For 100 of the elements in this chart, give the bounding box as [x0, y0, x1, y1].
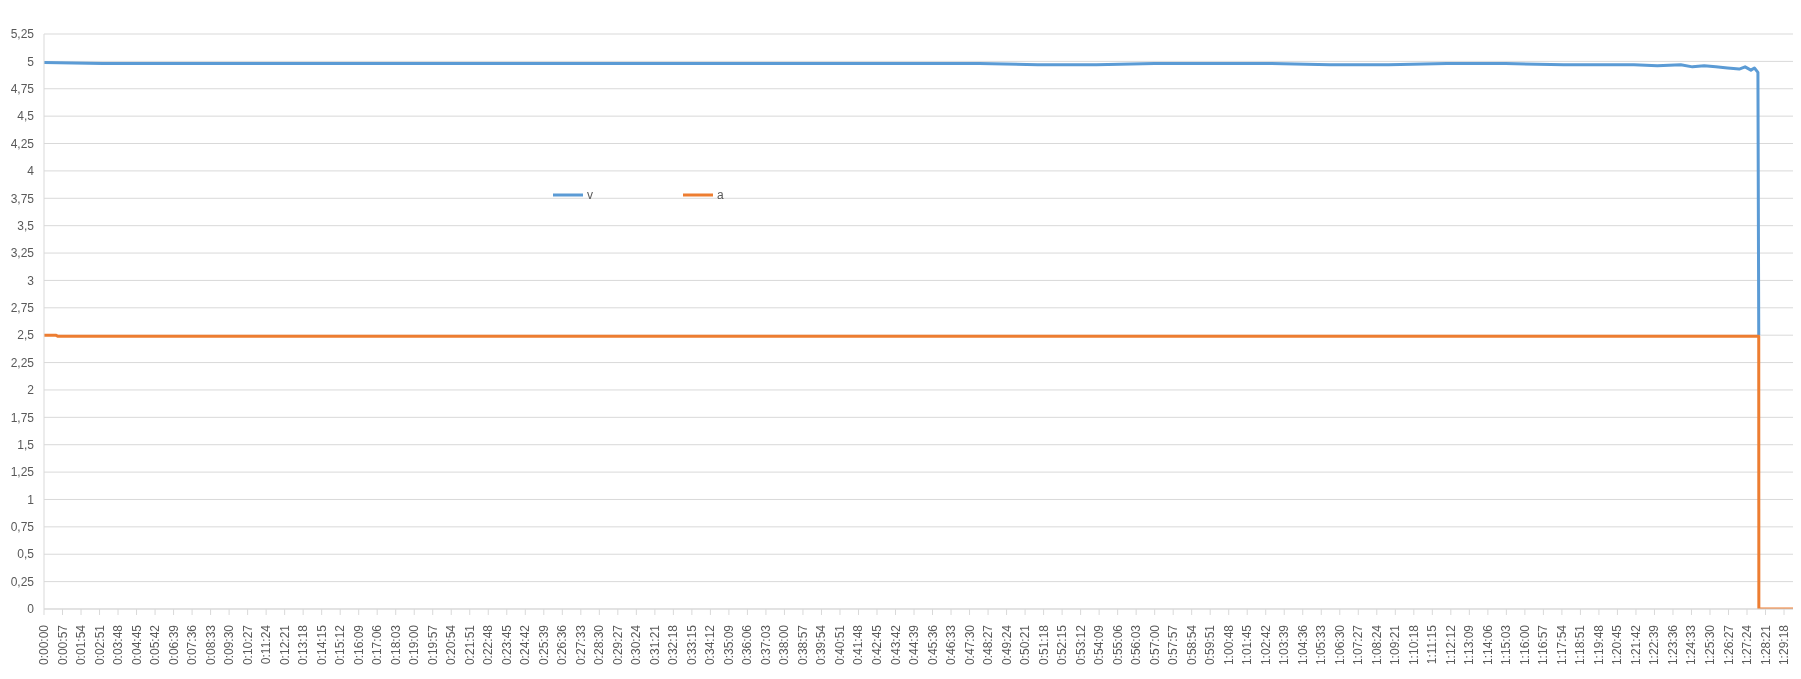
x-tick-label: 0:20:54 — [444, 624, 459, 666]
x-tick-label: 0:48:27 — [981, 624, 996, 666]
x-tick-label: 0:08:33 — [203, 624, 218, 666]
x-tick-label: 1:14:06 — [1480, 624, 1495, 666]
x-tick-label: 1:22:39 — [1647, 624, 1662, 666]
y-tick-label: 4 — [27, 164, 35, 179]
x-tick-label: 0:57:00 — [1147, 624, 1162, 666]
x-tick-label: 0:31:21 — [647, 624, 662, 666]
x-tick-label: 0:42:45 — [870, 624, 884, 666]
x-tick-label: 1:26:27 — [1721, 624, 1736, 666]
x-tick-label: 1:08:24 — [1369, 624, 1384, 666]
x-tick-label: 0:36:06 — [740, 624, 755, 666]
x-tick-label: 1:19:48 — [1591, 624, 1606, 666]
x-tick-label: 1:17:54 — [1554, 624, 1569, 666]
x-tick-label: 1:11:15 — [1425, 624, 1440, 665]
x-tick-label: 0:04:45 — [129, 624, 144, 666]
x-tick-label: 0:40:51 — [832, 624, 847, 666]
y-tick-label: 0 — [27, 602, 35, 617]
x-tick-label: 0:41:48 — [851, 624, 866, 666]
x-tick-label: 0:25:39 — [536, 624, 551, 666]
x-tick-label: 0:59:51 — [1203, 624, 1218, 666]
line-series — [44, 60, 1761, 337]
x-tick-label: 1:23:36 — [1665, 624, 1680, 666]
x-tick-label: 0:19:57 — [425, 624, 440, 666]
y-tick-label: 2,25 — [10, 355, 35, 370]
x-tick-label: 0:32:18 — [666, 624, 681, 666]
y-tick-label: 0,75 — [10, 520, 35, 535]
y-tick-label: 1,75 — [10, 410, 35, 425]
y-tick-label: 1,25 — [10, 465, 35, 480]
y-tick-label: 0,5 — [17, 547, 35, 562]
x-tick-label: 0:43:42 — [888, 624, 903, 666]
y-tick-label: 3 — [27, 273, 35, 288]
x-tick-label: 0:14:15 — [314, 624, 329, 666]
x-tick-label: 0:09:30 — [222, 624, 237, 666]
x-tick-label: 1:00:48 — [1221, 624, 1236, 666]
x-tick-label: 1:04:36 — [1295, 624, 1310, 666]
x-tick-label: 1:20:45 — [1610, 624, 1625, 666]
x-tick-label: 1:07:27 — [1351, 624, 1366, 666]
x-tick-label: 0:28:30 — [592, 624, 607, 666]
x-tick-label: 0:54:09 — [1092, 624, 1107, 666]
x-tick-label: 0:10:27 — [240, 624, 255, 666]
x-tick-label: 1:16:57 — [1536, 624, 1551, 666]
legend-label: v — [587, 188, 593, 202]
x-tick-label: 0:47:30 — [962, 624, 977, 666]
y-tick-label: 3,75 — [10, 191, 35, 206]
x-tick-label: 0:24:42 — [518, 624, 533, 666]
x-tick-label: 1:03:39 — [1277, 624, 1292, 666]
x-tick-label: 1:21:42 — [1628, 624, 1643, 666]
y-tick-label: 2,5 — [17, 328, 35, 343]
x-tick-label: 0:26:36 — [555, 624, 570, 666]
x-tick-label: 1:28:21 — [1758, 624, 1773, 666]
x-tick-label: 0:44:39 — [907, 624, 922, 666]
x-tick-label: 0:00:00 — [37, 624, 51, 666]
x-tick-label: 0:02:51 — [92, 624, 107, 666]
x-tick-label: 1:27:24 — [1740, 624, 1755, 666]
legend-label: a — [717, 188, 724, 202]
x-tick-label: 0:17:06 — [370, 624, 385, 666]
x-tick-label: 0:00:57 — [55, 624, 70, 666]
x-tick-label: 0:56:03 — [1129, 624, 1144, 666]
x-tick-label: 0:49:24 — [999, 624, 1014, 666]
x-tick-label: 0:55:06 — [1110, 624, 1125, 666]
x-tick-label: 0:34:12 — [703, 624, 718, 666]
x-tick-label: 0:38:57 — [795, 624, 810, 666]
x-tick-label: 1:01:45 — [1240, 624, 1255, 666]
x-tick-label: 1:29:18 — [1777, 624, 1792, 666]
y-tick-label: 2,75 — [10, 301, 35, 316]
x-tick-label: 0:19:00 — [407, 624, 422, 666]
x-tick-label: 0:23:45 — [499, 624, 514, 666]
y-tick-label: 5 — [27, 54, 35, 69]
x-tick-label: 0:51:18 — [1036, 624, 1051, 666]
x-tick-label: 0:05:42 — [148, 624, 163, 666]
x-tick-label: 0:12:21 — [277, 624, 292, 666]
y-tick-label: 3,25 — [10, 246, 35, 261]
x-tick-label: 0:21:51 — [462, 624, 477, 666]
y-tick-label: 3,5 — [17, 218, 35, 233]
x-tick-label: 1:10:18 — [1406, 624, 1421, 666]
x-tick-label: 0:58:54 — [1184, 624, 1199, 666]
x-tick-label: 0:13:18 — [296, 624, 311, 666]
y-tick-label: 4,25 — [10, 136, 35, 151]
x-tick-label: 0:50:21 — [1018, 624, 1033, 666]
x-tick-label: 1:13:09 — [1462, 624, 1477, 666]
x-tick-label: 1:18:51 — [1573, 624, 1588, 666]
x-tick-label: 0:15:12 — [333, 624, 348, 666]
x-tick-label: 1:05:33 — [1314, 624, 1329, 666]
x-tick-label: 1:02:42 — [1258, 624, 1273, 666]
x-tick-label: 0:45:36 — [925, 624, 940, 666]
x-tick-label: 1:12:12 — [1443, 624, 1458, 666]
x-tick-label: 1:09:21 — [1388, 624, 1403, 666]
y-tick-label: 4,5 — [17, 109, 35, 124]
x-tick-label: 0:22:48 — [481, 624, 496, 666]
x-tick-label: 0:39:54 — [814, 624, 829, 666]
x-tick-label: 1:06:30 — [1332, 624, 1347, 666]
x-tick-label: 0:57:57 — [1166, 624, 1181, 666]
x-tick-label: 0:11:24 — [259, 624, 274, 665]
x-tick-label: 1:15:03 — [1499, 624, 1514, 666]
x-tick-label: 0:30:24 — [629, 624, 644, 666]
x-tick-label: 0:16:09 — [351, 624, 366, 666]
y-tick-label: 4,75 — [10, 82, 35, 97]
y-tick-label: 0,25 — [10, 574, 35, 589]
x-tick-label: 0:35:09 — [721, 624, 736, 666]
